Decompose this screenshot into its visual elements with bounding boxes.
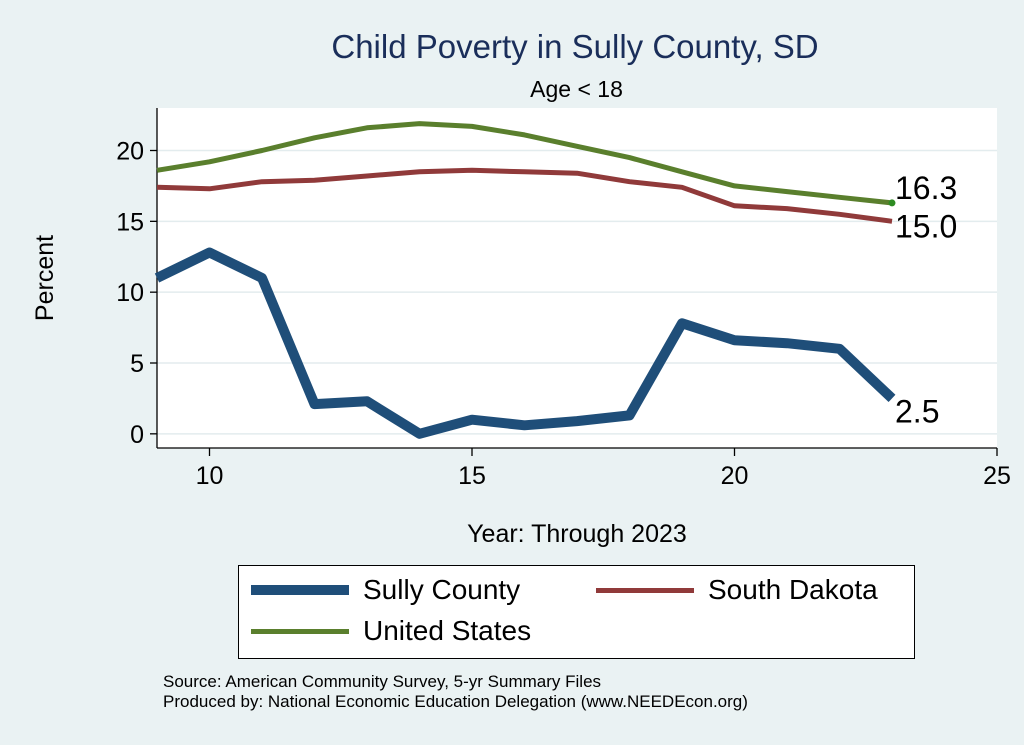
legend-label-south-dakota: South Dakota [708,574,878,605]
series-line-united-states [156,121,893,206]
y-tick-label: 0 [130,421,144,449]
plot-area [157,108,997,448]
x-axis-label: Year: Through 2023 [467,520,687,548]
chart-title: Child Poverty in Sully County, SD [331,28,819,65]
legend-label-united-states: United States [363,615,532,646]
x-tick-label: 25 [983,462,1011,490]
legend: Sully County South Dakota United States [238,565,915,659]
legend-swatch-sully-county [251,585,349,595]
legend-item-sully-county: Sully County [251,574,520,606]
y-tick-label: 20 [116,138,144,166]
series-line-sully-county [154,247,896,439]
source-line: Source: American Community Survey, 5-yr … [163,672,602,691]
y-axis-label: Percent [31,235,59,321]
legend-swatch-south-dakota [596,587,694,593]
series-line-south-dakota [156,167,893,224]
end-point-united-states [888,199,896,207]
legend-label-sully-county: Sully County [363,574,521,605]
chart-subtitle: Age < 18 [530,76,623,102]
source-note: Source: American Community Survey, 5-yr … [163,672,748,712]
legend-item-south-dakota: South Dakota [596,574,878,606]
producer-line: Produced by: National Economic Education… [163,692,748,711]
legend-swatch-united-states [251,628,349,634]
end-label-sully-county: 2.5 [895,393,939,429]
end-label-south-dakota: 15.0 [895,208,957,244]
x-tick-label: 15 [458,462,486,490]
end-label-united-states: 16.3 [895,170,957,206]
y-tick-label: 10 [116,279,144,307]
x-tick-label: 20 [721,462,749,490]
x-tick-label: 10 [196,462,224,490]
legend-item-united-states: United States [251,615,531,647]
line-chart: 0 5 10 15 20 10 15 20 25 Year: Through 2023 Percen… [31,108,1011,548]
y-tick-label: 15 [116,208,144,236]
y-tick-label: 5 [130,350,144,378]
